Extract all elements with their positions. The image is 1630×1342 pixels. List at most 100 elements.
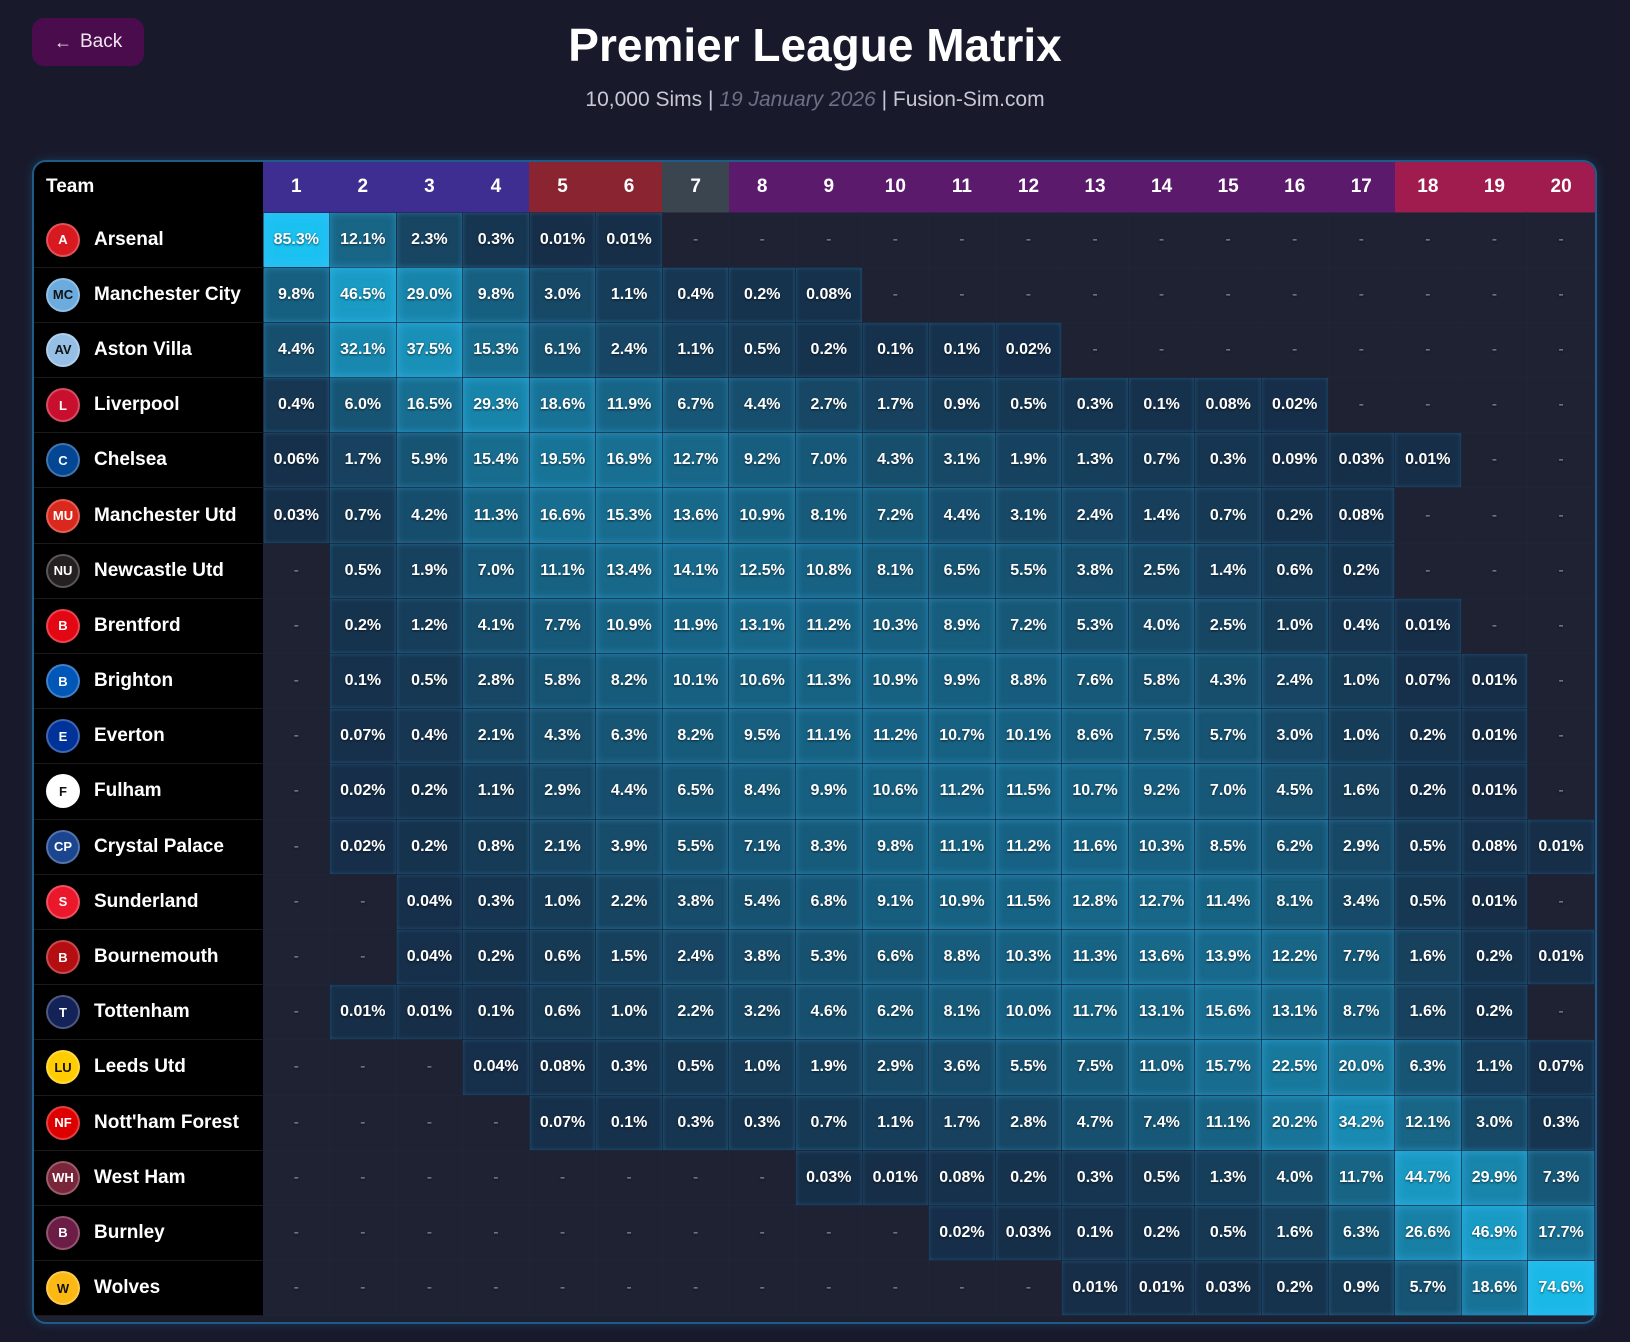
probability-cell: 4.6% (795, 984, 863, 1041)
team-name: Nott'ham Forest (94, 1111, 239, 1133)
probability-cell: 4.2% (395, 487, 464, 544)
team-crest-icon: E (46, 719, 80, 754)
probability-cell: - (462, 1094, 530, 1151)
probability-cell: 11.9% (595, 377, 663, 434)
probability-cell: 1.6% (1394, 928, 1462, 986)
team-crest-icon: AV (46, 332, 80, 367)
probability-cell: 15.6% (1194, 984, 1262, 1041)
probability-cell: 8.4% (728, 763, 796, 820)
probability-cell: - (329, 1149, 397, 1206)
probability-cell: - (928, 1260, 996, 1317)
probability-cell: - (329, 1039, 397, 1096)
probability-cell: 4.0% (1260, 1149, 1329, 1206)
probability-cell: 11.5% (994, 873, 1063, 930)
probability-cell: - (1260, 321, 1329, 379)
table-row: E Everton -0.07% 0.4% 2.1% 4.3% 6.3% 8.2% 9.5% 11… (34, 708, 1595, 765)
team-cell: W Wolves (34, 1260, 263, 1317)
probability-cell: 6.0% (329, 377, 397, 434)
probability-cell: 0.1% (861, 321, 930, 379)
team-crest-icon: B (46, 664, 80, 699)
probability-cell: 6.5% (928, 542, 996, 599)
team-name: Everton (94, 725, 165, 747)
table-row: B Brentford -0.2% 1.2% 4.1% 7.7% 10.9% 11.9% 13.… (34, 597, 1595, 655)
probability-cell: 0.01% (1460, 873, 1529, 930)
probability-cell: 6.5% (661, 763, 730, 820)
team-crest-icon: C (46, 443, 80, 478)
probability-cell: 8.1% (928, 984, 996, 1041)
probability-cell: - (1327, 266, 1396, 323)
probability-cell: - (528, 1204, 597, 1262)
probability-cell: 16.9% (595, 432, 663, 489)
probability-cell: 0.6% (528, 928, 597, 986)
team-cell: MC Manchester City (34, 267, 263, 323)
team-crest-icon: LU (46, 1050, 80, 1085)
probability-cell: 2.8% (462, 652, 530, 710)
team-name: Leeds Utd (94, 1056, 186, 1078)
probability-cell: 4.1% (462, 597, 530, 655)
probability-cell: 15.4% (462, 432, 530, 489)
back-button[interactable]: ← Back (32, 18, 145, 66)
probability-cell: 0.03% (795, 1149, 863, 1206)
probability-cell: 7.2% (861, 487, 930, 544)
team-name: Chelsea (94, 449, 167, 471)
probability-cell: 1.1% (595, 266, 663, 323)
team-cell: E Everton (34, 708, 263, 765)
probability-cell: 0.3% (1061, 377, 1129, 434)
probability-cell: - (329, 1204, 397, 1262)
probability-cell: 0.09% (1260, 432, 1329, 489)
probability-cell: 0.1% (595, 1094, 663, 1151)
team-name: Manchester Utd (94, 504, 237, 526)
probability-cell: - (928, 212, 996, 268)
probability-cell: 12.1% (1394, 1094, 1462, 1151)
probability-cell: 2.2% (661, 984, 730, 1041)
probability-cell: 0.4% (395, 708, 464, 765)
probability-cell: 74.6% (1527, 1260, 1595, 1317)
probability-cell: - (262, 708, 331, 765)
probability-cell: - (661, 212, 730, 268)
probability-cell: 34.2% (1327, 1094, 1396, 1151)
probability-cell: 0.08% (795, 266, 863, 323)
probability-cell: 0.02% (1260, 377, 1329, 434)
probability-cell: 14.1% (661, 542, 730, 599)
probability-cell: - (1194, 212, 1262, 268)
probability-cell: - (262, 542, 331, 599)
probability-cell: 0.08% (1460, 818, 1529, 875)
probability-cell: - (1527, 984, 1595, 1041)
probability-cell: 2.8% (994, 1094, 1063, 1151)
team-cell: S Sunderland (34, 874, 263, 930)
team-cell: B Brentford (34, 598, 263, 655)
probability-cell: 0.4% (1327, 597, 1396, 655)
position-header-15: 15 (1194, 162, 1262, 213)
probability-cell: - (1527, 708, 1595, 765)
probability-cell: - (462, 1204, 530, 1262)
probability-cell: 0.1% (928, 321, 996, 379)
probability-cell: 1.1% (661, 321, 730, 379)
probability-cell: - (262, 1260, 331, 1317)
table-row: LU Leeds Utd - - -0.04% 0.08% 0.3% 0.5% 1.0% 1.9%… (34, 1039, 1595, 1096)
team-cell: T Tottenham (34, 984, 263, 1041)
table-row: MU Manchester Utd 0.03% 0.7% 4.2% 11.3% 16.6% 1… (34, 487, 1595, 544)
probability-cell: - (262, 984, 331, 1041)
probability-cell: - (1527, 212, 1595, 268)
probability-cell: 7.0% (795, 432, 863, 489)
probability-cell: 4.3% (1194, 652, 1262, 710)
probability-cell: 2.9% (1327, 818, 1396, 875)
probability-cell: 0.2% (1394, 708, 1462, 765)
probability-cell: 11.5% (994, 763, 1063, 820)
probability-cell: 3.4% (1327, 873, 1396, 930)
probability-cell: - (1527, 266, 1595, 323)
probability-cell: 0.1% (462, 984, 530, 1041)
probability-cell: 10.8% (795, 542, 863, 599)
probability-cell: - (861, 266, 930, 323)
team-cell: B Brighton (34, 653, 263, 710)
probability-cell: 13.6% (1127, 928, 1196, 986)
probability-cell: 10.9% (595, 597, 663, 655)
table-row: C Chelsea 0.06% 1.7% 5.9% 15.4% 19.5% 16.9% 12.7… (34, 432, 1595, 489)
probability-cell: 0.01% (329, 984, 397, 1041)
probability-cell: 3.2% (728, 984, 796, 1041)
probability-cell: 2.5% (1194, 597, 1262, 655)
probability-cell: 11.7% (1061, 984, 1129, 1041)
probability-cell: 6.2% (861, 984, 930, 1041)
probability-cell: 3.8% (1061, 542, 1129, 599)
team-crest-icon: B (46, 1215, 80, 1250)
